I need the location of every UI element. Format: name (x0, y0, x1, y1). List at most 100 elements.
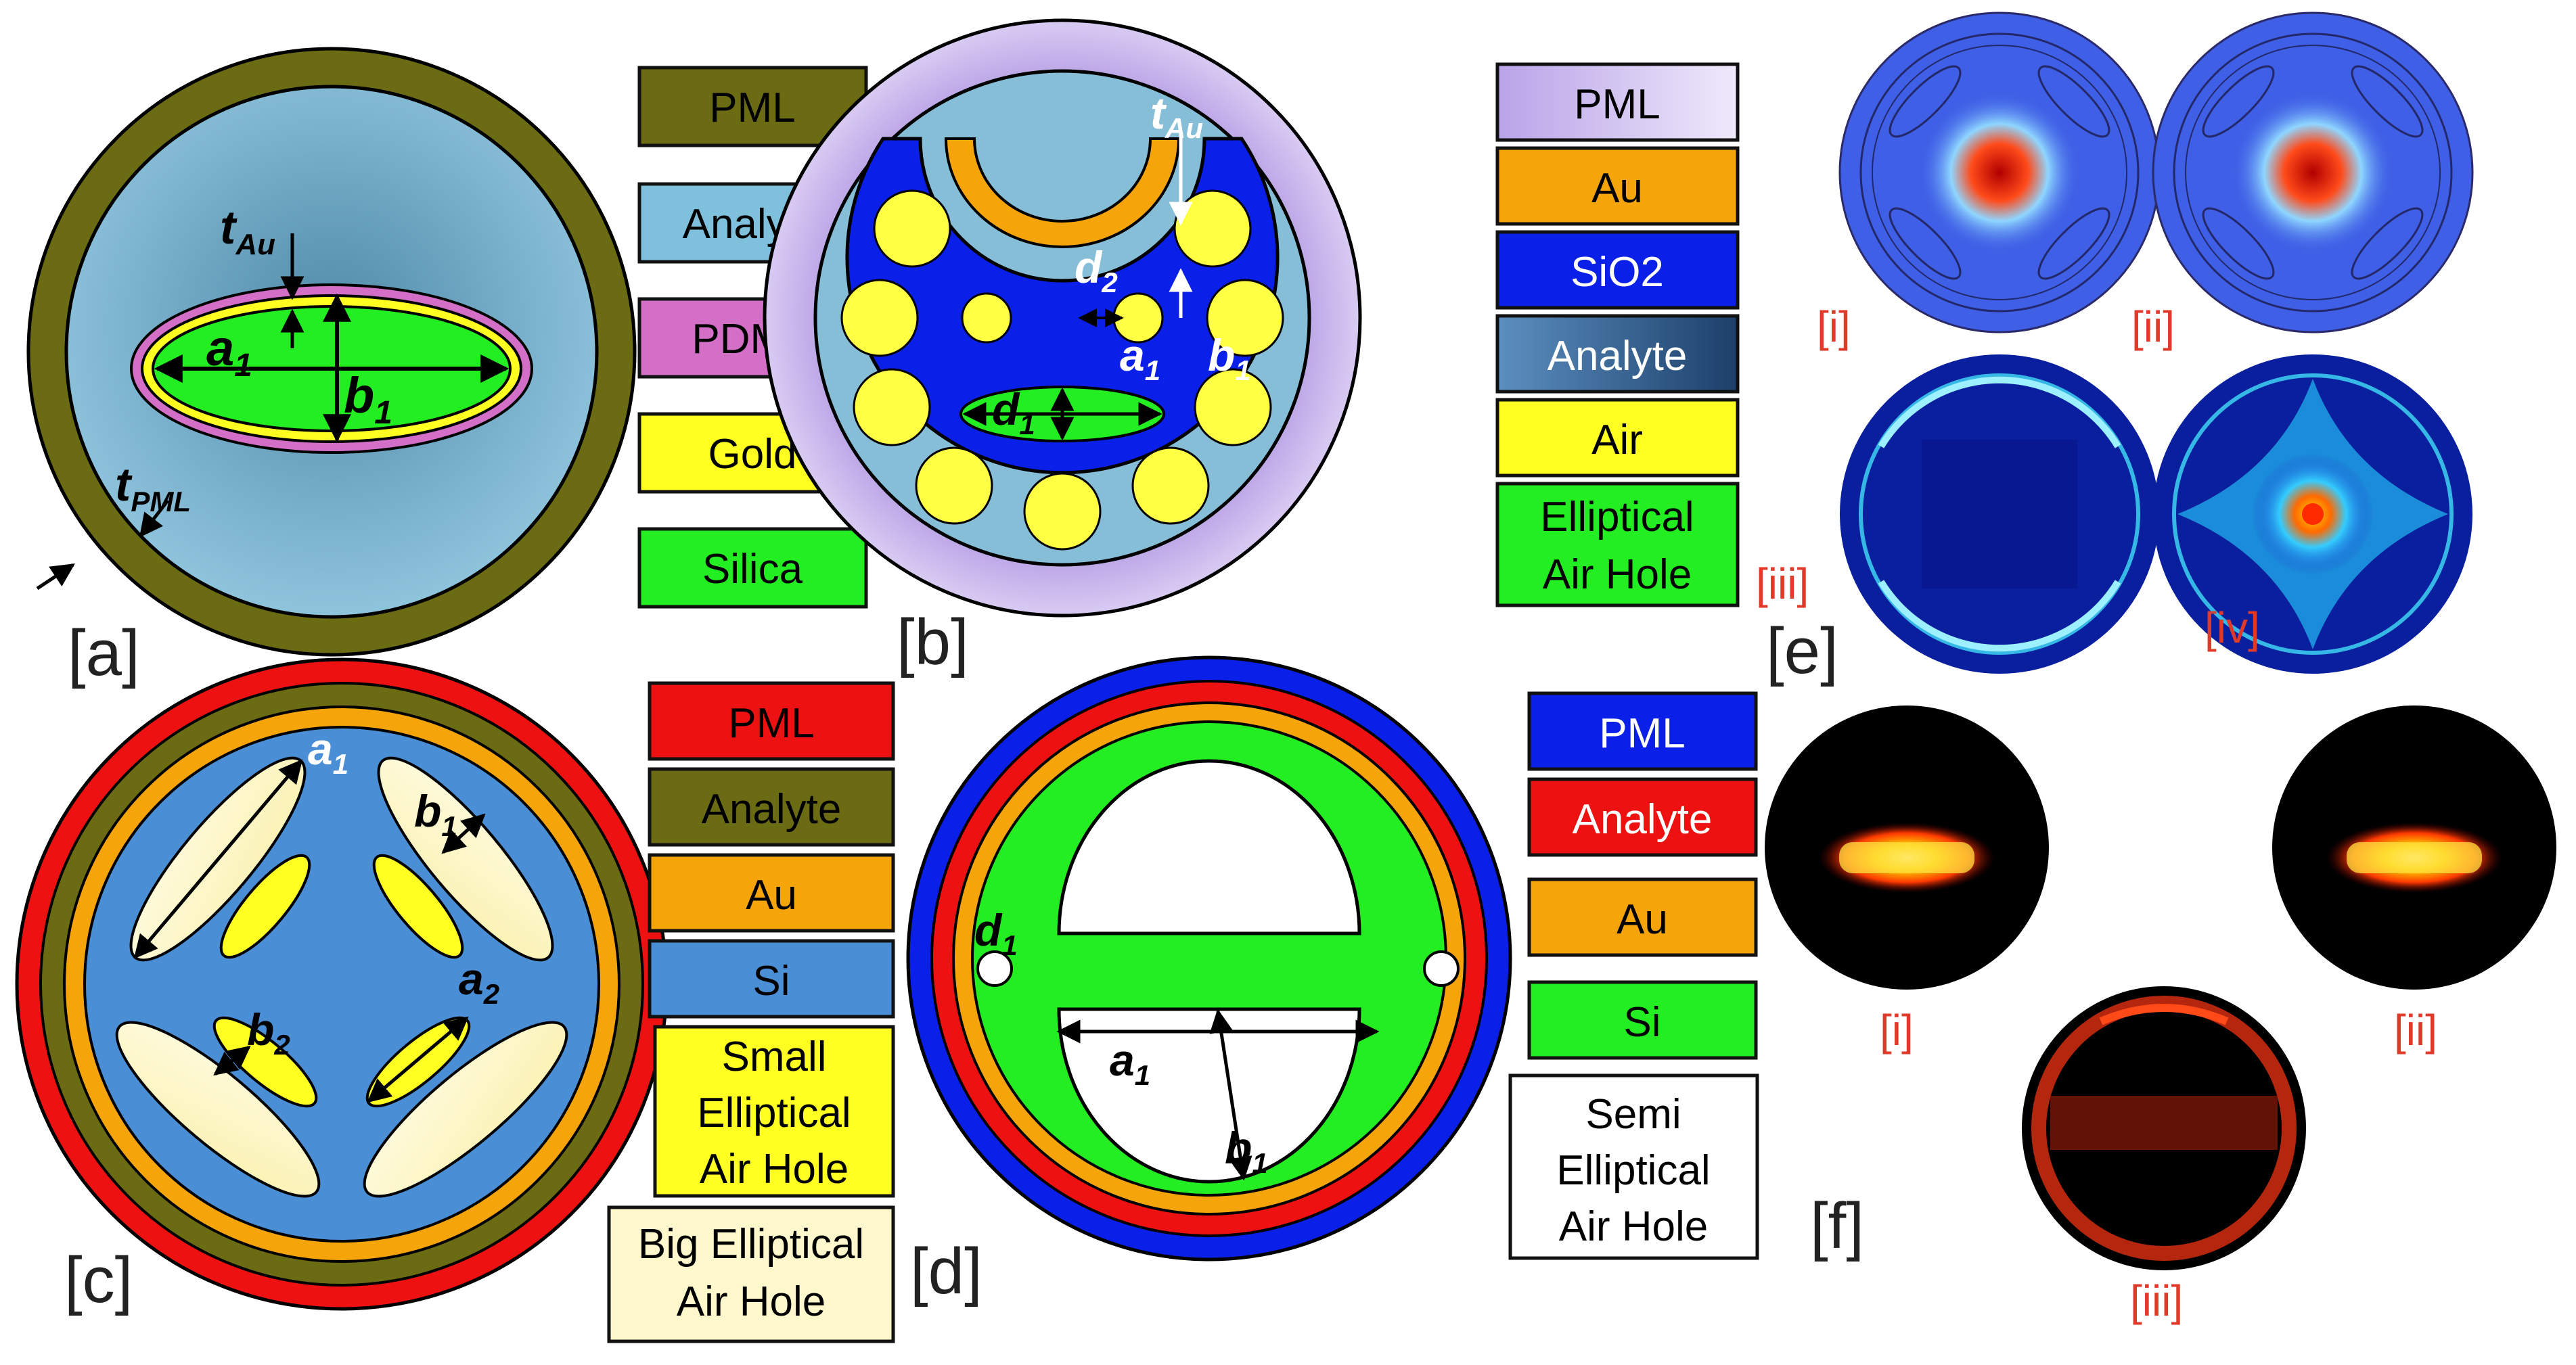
panel-c-tag: [c] (64, 1244, 133, 1316)
panel-c-small-hole (372, 854, 464, 959)
panel-f-tag: [f] (1810, 1190, 1864, 1262)
legend-b-air-swatch (1495, 398, 1740, 478)
legend-b-au-label: Au (1591, 165, 1643, 212)
panel-f-label-iii: [iii] (2130, 1276, 2183, 1325)
panel-a-tag: [a] (68, 617, 140, 689)
legend-d-semi-hole-label-2: Elliptical (1556, 1147, 1710, 1194)
panel-e-label-ii: [ii] (2131, 302, 2175, 351)
legend-a-pml-label: PML (709, 85, 795, 131)
panel-c-a2-arrow (367, 1016, 469, 1103)
legend-a-gold-label: Gold (708, 431, 797, 478)
legend-d-pml-swatch (1527, 691, 1758, 771)
panel-a-label-b1: b1 (344, 367, 392, 431)
legend-c-big-hole-swatch (607, 1205, 895, 1343)
panel-d-label-d1: d1 (974, 905, 1018, 961)
panel-f-plot-iii (2022, 986, 2306, 1270)
panel-f-label-i: [i] (1880, 1006, 1914, 1055)
legend-d: PML Analyte Au Si Semi Elliptical Air Ho… (1508, 691, 1759, 1260)
panel-d-tag: [d] (910, 1235, 982, 1308)
legend-b-au-swatch (1495, 146, 1740, 226)
panel-b-air-hole (1173, 189, 1252, 268)
panel-d-upper-semi-hole (1057, 759, 1361, 935)
legend-c-au-label: Au (746, 872, 797, 919)
legend-c-small-hole-swatch (653, 1025, 895, 1198)
panel-c-label-a2: a2 (459, 954, 499, 1010)
panel-b-air-hole-small (961, 292, 1012, 344)
legend-b-elliptical-label-2: Air Hole (1543, 551, 1692, 598)
legend-d-au-swatch (1527, 877, 1758, 957)
panel-a: tAu a1 b1 tPML [a] (26, 47, 637, 689)
panel-b: tAu d2 a1 b1 d1 [b] (763, 18, 1362, 678)
panel-a-tpml-arrow (139, 499, 169, 538)
panel-c-label-a1: a1 (308, 724, 348, 780)
panel-a-tpml-arrow-outer (36, 563, 75, 591)
panel-e-label-i: [i] (1817, 302, 1851, 351)
legend-b-analyte-swatch (1495, 314, 1740, 394)
legend-c-small-hole-label-1: Small (721, 1034, 826, 1080)
legend-d-pml-label: PML (1599, 710, 1685, 757)
panel-e: [i] [ii] [iii] [i (1756, 11, 2474, 687)
legend-b-elliptical-swatch (1495, 482, 1740, 607)
panel-b-label-d1: d1 (992, 384, 1035, 440)
legend-c-pml-label: PML (728, 700, 814, 747)
panel-b-air-hole (1194, 368, 1272, 446)
panel-b-label-d2: d2 (1075, 242, 1118, 298)
panel-a-label-tau: tAu (220, 201, 275, 261)
panel-e-plot-ii (2152, 11, 2474, 333)
panel-c: a1 b1 a2 b2 [c] (15, 657, 669, 1316)
panel-f-plot-ii (2272, 705, 2556, 990)
panel-e-hotspot (2232, 91, 2394, 254)
panel-e-hotspot (1918, 91, 2081, 254)
panel-d-b1-arrow (1209, 1009, 1252, 1181)
legend-d-si-label: Si (1623, 999, 1660, 1046)
legend-c-small-hole-label-3: Air Hole (700, 1146, 849, 1193)
panel-b-label-b1: b1 (1208, 330, 1251, 386)
panel-b-label-a1: a1 (1120, 330, 1160, 386)
legend-d-analyte-label: Analyte (1573, 796, 1713, 843)
panel-c-b2-arrow (213, 1045, 251, 1076)
legend-b-elliptical-label-1: Elliptical (1540, 494, 1694, 540)
legend-c-analyte-swatch (648, 767, 895, 847)
legend-c-big-hole-label-2: Air Hole (677, 1278, 826, 1325)
panel-f: [i] [ii] [iii] [f] (1765, 705, 2556, 1325)
panel-f-label-ii: [ii] (2394, 1006, 2437, 1055)
panel-d-air-hole-right (1423, 950, 1460, 987)
legend-b-pml-label: PML (1574, 81, 1660, 128)
legend-c: PML Analyte Au Si Small Elliptical Air H… (607, 681, 895, 1343)
panel-c-si-core (83, 726, 600, 1243)
legend-b-sio2-swatch (1495, 230, 1740, 310)
legend-b-air-label: Air (1591, 417, 1643, 463)
panel-e-label-iii: [iii] (1756, 559, 1809, 608)
panel-b-tag: [b] (897, 606, 969, 678)
panel-c-b1-arrow (441, 813, 486, 854)
panel-c-big-hole (377, 756, 554, 962)
panel-d-lower-semi-hole (1057, 1007, 1361, 1184)
panel-c-big-hole (115, 1021, 321, 1198)
panel-b-air-hole (1023, 472, 1102, 551)
panel-d-label-b1: b1 (1225, 1123, 1268, 1179)
panel-b-air-hole (1206, 279, 1284, 357)
panel-a-label-tpml: tPML (115, 458, 191, 517)
panel-b-label-tau: tAu (1150, 88, 1203, 144)
legend-a-silica-label: Silica (702, 546, 803, 593)
legend-c-analyte-label: Analyte (702, 786, 842, 833)
legend-c-au-swatch (648, 853, 895, 933)
panel-b-air-hole (1131, 446, 1210, 525)
panel-e-plot-i (1838, 11, 2161, 333)
legend-b-sio2-label: SiO2 (1571, 249, 1664, 296)
panel-e-tag: [e] (1766, 615, 1838, 687)
legend-d-au-label: Au (1617, 896, 1668, 943)
panel-b-air-hole (915, 446, 993, 525)
legend-d-analyte-swatch (1527, 777, 1758, 857)
panel-b-air-holes (840, 189, 1284, 551)
panel-b-air-hole (873, 189, 951, 268)
legend-c-big-hole-label-1: Big Elliptical (638, 1221, 864, 1268)
panel-d-label-a1: a1 (1110, 1035, 1150, 1091)
legend-b-pml-swatch (1495, 62, 1740, 142)
panel-c-small-hole (212, 1016, 318, 1108)
legend-d-semi-hole-label-3: Air Hole (1559, 1203, 1709, 1250)
legend-c-si-label: Si (752, 958, 790, 1004)
legend-b: PML Au SiO2 Analyte Air Elliptical Air H… (1495, 62, 1740, 607)
panel-e-plot-iv (2153, 354, 2472, 674)
